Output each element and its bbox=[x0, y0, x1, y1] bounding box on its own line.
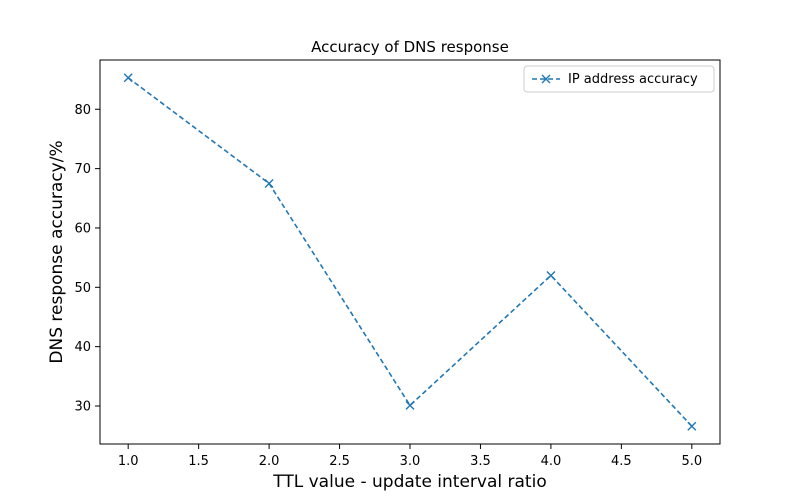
data-point-marker bbox=[264, 178, 274, 188]
y-tick-label: 30 bbox=[74, 400, 91, 415]
y-tick-label: 70 bbox=[74, 162, 91, 177]
x-axis-ticks: 1.0 1.5 2.0 2.5 3.0 3.5 4.0 4.5 5.0 bbox=[118, 444, 702, 469]
y-tick-label: 80 bbox=[74, 103, 91, 118]
legend-marker-swatch bbox=[541, 74, 551, 84]
x-tick-label: 4.0 bbox=[541, 454, 562, 469]
plot-frame bbox=[99, 59, 721, 445]
x-tick-label: 1.0 bbox=[118, 454, 139, 469]
y-tick-label: 60 bbox=[74, 221, 91, 236]
y-tick-label: 50 bbox=[74, 281, 91, 296]
x-tick-label: 2.5 bbox=[329, 454, 350, 469]
data-point-marker bbox=[687, 421, 697, 431]
x-tick-label: 4.5 bbox=[611, 454, 632, 469]
data-point-marker bbox=[123, 73, 133, 83]
series-line bbox=[127, 77, 693, 427]
x-tick-label: 5.0 bbox=[681, 454, 702, 469]
y-tick-label: 40 bbox=[74, 340, 91, 355]
legend: IP address accuracy bbox=[523, 65, 715, 93]
x-axis-title: TTL value - update interval ratio bbox=[272, 472, 546, 492]
y-axis-title: DNS response accuracy/% bbox=[47, 140, 67, 363]
x-tick-label: 3.0 bbox=[400, 454, 421, 469]
x-tick-label: 3.5 bbox=[470, 454, 491, 469]
legend-label: IP address accuracy bbox=[568, 72, 698, 87]
legend-box bbox=[523, 65, 715, 93]
x-tick-label: 2.0 bbox=[259, 454, 280, 469]
x-tick-label: 1.5 bbox=[188, 454, 209, 469]
data-point-marker bbox=[546, 270, 556, 280]
chart-title: Accuracy of DNS response bbox=[311, 38, 509, 56]
plot-series bbox=[123, 73, 697, 431]
y-axis-ticks: 30 40 50 60 70 80 bbox=[74, 103, 100, 415]
data-point-marker bbox=[405, 400, 415, 410]
